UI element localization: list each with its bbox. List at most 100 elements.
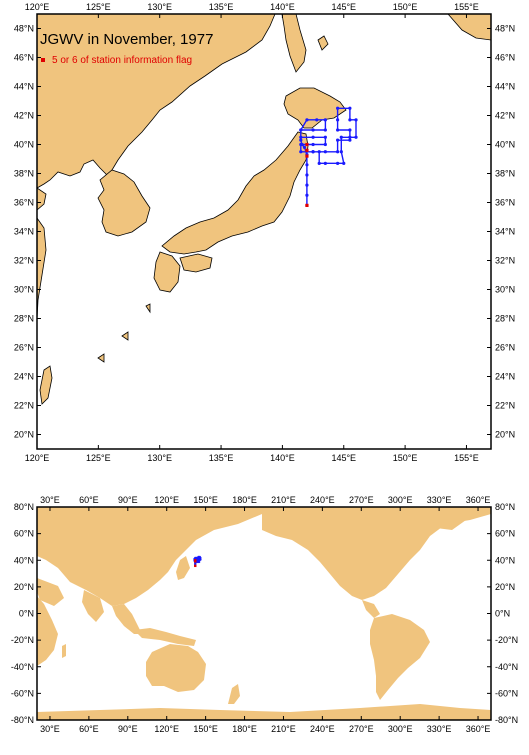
station-point bbox=[315, 118, 319, 122]
lat-label-right: 40°N bbox=[495, 555, 515, 565]
lat-label-right: 40°N bbox=[495, 140, 515, 150]
lon-label-top: 30°E bbox=[40, 495, 60, 505]
world-lat-labels-right: -80°N -60°N -40°N -20°N 0°N 20°N 40°N 60°N 80°N bbox=[495, 502, 518, 725]
lon-label-top: 120°E bbox=[154, 495, 179, 505]
lat-label-right: -80°N bbox=[495, 715, 518, 725]
lat-label-right: -40°N bbox=[495, 662, 518, 672]
lat-label-left: 36°N bbox=[14, 198, 34, 208]
land-eurasia bbox=[37, 507, 270, 606]
lat-label-left: 28°N bbox=[14, 314, 34, 324]
lat-label-right: 48°N bbox=[495, 24, 515, 34]
lat-label-right: -20°N bbox=[495, 635, 518, 645]
lat-label-right: 20°N bbox=[495, 430, 515, 440]
lat-label-left: 26°N bbox=[14, 343, 34, 353]
lat-label-right: 42°N bbox=[495, 111, 515, 121]
lon-label-bottom: 150°E bbox=[193, 724, 218, 734]
lon-label-bottom: 300°E bbox=[388, 724, 413, 734]
station-point bbox=[299, 135, 303, 139]
lat-label-left: -40°N bbox=[11, 662, 34, 672]
lat-label-right: 34°N bbox=[495, 227, 515, 237]
land-india bbox=[82, 590, 104, 622]
lat-label-left: 32°N bbox=[14, 256, 34, 266]
lat-label-left: 40°N bbox=[14, 555, 34, 565]
land-antarctica bbox=[37, 704, 491, 720]
lon-label-top: 90°E bbox=[118, 495, 138, 505]
lon-label-top: 130°E bbox=[147, 2, 172, 12]
station-point bbox=[299, 150, 303, 154]
station-point bbox=[311, 150, 315, 154]
lat-label-right: 80°N bbox=[495, 502, 515, 512]
station-point bbox=[339, 135, 343, 139]
land-china-coast bbox=[37, 187, 47, 211]
lon-label-top: 330°E bbox=[427, 495, 452, 505]
land-kyushu bbox=[153, 251, 181, 293]
lon-label-bottom: 130°E bbox=[147, 453, 172, 463]
lat-label-left: -60°N bbox=[11, 688, 34, 698]
station-point bbox=[305, 173, 309, 177]
station-point bbox=[311, 142, 315, 147]
land-greenland bbox=[420, 507, 470, 530]
land-north-america bbox=[262, 507, 491, 600]
world-tick-marks bbox=[37, 506, 491, 721]
land-africa bbox=[37, 596, 58, 666]
lat-label-right: 0°N bbox=[495, 609, 510, 619]
lon-label-top: 140°E bbox=[270, 2, 295, 12]
land-new-zealand bbox=[228, 684, 240, 704]
regional-map: 120°E 125°E 130°E 135°E 140°E 145°E 150°E 155°E… bbox=[14, 2, 515, 463]
lon-label-bottom: 90°E bbox=[118, 724, 138, 734]
lon-label-top: 270°E bbox=[349, 495, 374, 505]
station-point bbox=[317, 161, 321, 165]
flagged-station-point bbox=[305, 203, 309, 207]
lon-label-bottom: 120°E bbox=[154, 724, 179, 734]
lat-label-left: 42°N bbox=[14, 111, 34, 121]
station-point bbox=[336, 161, 340, 165]
lat-label-left: 46°N bbox=[14, 53, 34, 63]
land-madagascar bbox=[62, 644, 66, 658]
station-point bbox=[299, 142, 303, 147]
lon-label-top: 135°E bbox=[209, 2, 234, 12]
regional-track-layer bbox=[299, 106, 358, 207]
station-point bbox=[323, 128, 327, 132]
land-ryukyu-2 bbox=[121, 331, 129, 341]
lat-label-left: 60°N bbox=[14, 529, 34, 539]
lon-label-bottom: 30°E bbox=[40, 724, 60, 734]
lat-label-left: -20°N bbox=[11, 635, 34, 645]
station-point bbox=[305, 118, 309, 122]
lat-label-left: 0°N bbox=[19, 609, 34, 619]
lon-label-bottom: 135°E bbox=[209, 453, 234, 463]
lon-label-top: 120°E bbox=[25, 2, 50, 12]
regional-lat-labels-left: 20°N 22°N 24°N 26°N 28°N 30°N 32°N 34°N 36°N 38°N… bbox=[14, 24, 34, 440]
land-japan-world bbox=[176, 556, 190, 580]
station-point bbox=[336, 118, 340, 122]
lat-label-left: 34°N bbox=[14, 227, 34, 237]
lat-label-right: 46°N bbox=[495, 53, 515, 63]
lon-label-top: 145°E bbox=[331, 2, 356, 12]
station-point bbox=[317, 150, 321, 154]
station-point bbox=[299, 128, 303, 132]
lon-label-top: 60°E bbox=[79, 495, 99, 505]
lat-label-right: -60°N bbox=[495, 688, 518, 698]
station-point bbox=[336, 128, 340, 132]
regional-lon-labels-bottom: 120°E 125°E 130°E 135°E 140°E 145°E 150°E 155°E bbox=[25, 453, 479, 463]
lat-label-left: 38°N bbox=[14, 169, 34, 179]
station-point bbox=[348, 106, 352, 110]
lat-label-left: 80°N bbox=[14, 502, 34, 512]
lat-label-right: 26°N bbox=[495, 343, 515, 353]
station-point bbox=[354, 135, 358, 139]
legend-marker bbox=[41, 58, 45, 62]
flagged-station-point bbox=[305, 154, 309, 158]
land-arabia bbox=[37, 578, 64, 606]
station-point bbox=[348, 128, 352, 132]
world-map: 30°E 60°E 90°E 120°E 150°E 180°E 210°E 240°E 270… bbox=[11, 495, 518, 734]
lon-label-top: 180°E bbox=[232, 495, 257, 505]
world-track-layer bbox=[193, 555, 202, 568]
lon-label-bottom: 155°E bbox=[454, 453, 479, 463]
lon-label-top: 360°E bbox=[466, 495, 491, 505]
regional-lat-labels-right: 20°N 22°N 24°N 26°N 28°N 30°N 32°N 34°N 36°N 38°N… bbox=[495, 24, 515, 440]
lon-label-bottom: 330°E bbox=[427, 724, 452, 734]
lat-label-right: 32°N bbox=[495, 256, 515, 266]
lat-label-right: 60°N bbox=[495, 529, 515, 539]
lon-label-top: 150°E bbox=[393, 2, 418, 12]
lat-label-right: 44°N bbox=[495, 82, 515, 92]
